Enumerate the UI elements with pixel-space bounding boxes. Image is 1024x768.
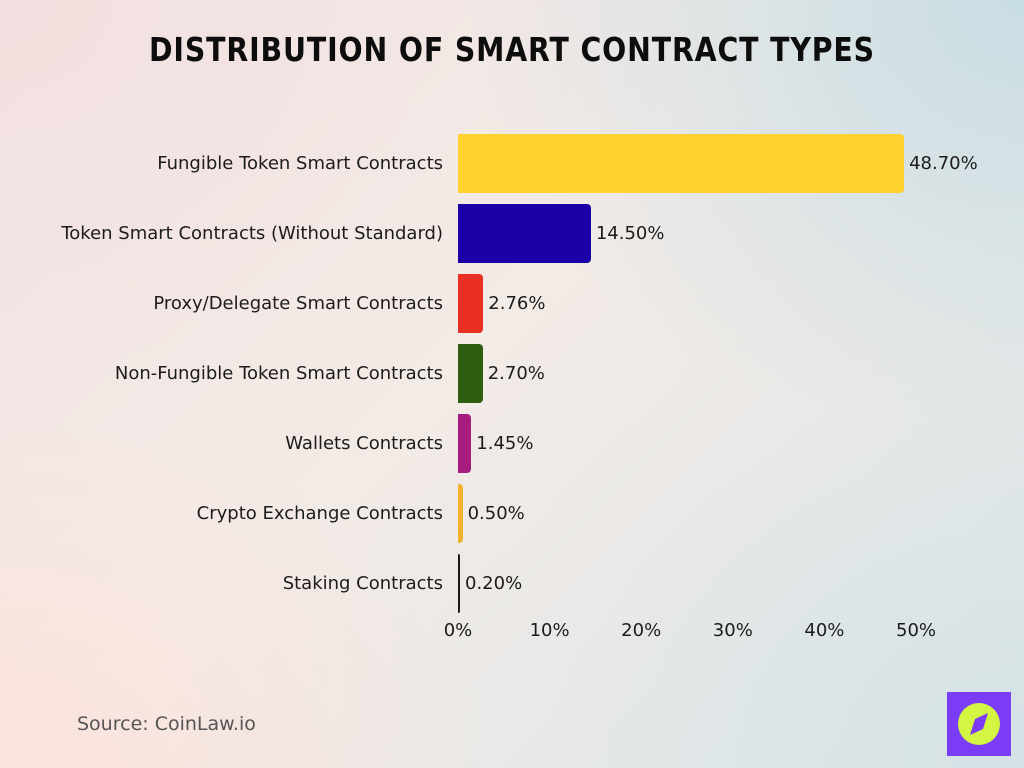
bar-row: Staking Contracts 0.20% <box>0 554 1024 613</box>
bar <box>458 484 463 543</box>
bar-row: Crypto Exchange Contracts 0.50% <box>0 484 1024 543</box>
category-label: Crypto Exchange Contracts <box>196 503 443 524</box>
bar <box>458 344 483 403</box>
value-label: 2.76% <box>488 293 546 314</box>
x-axis-tick: 0% <box>443 620 473 641</box>
bar <box>458 414 472 473</box>
category-label: Proxy/Delegate Smart Contracts <box>153 293 443 314</box>
bar-row: Proxy/Delegate Smart Contracts 2.76% <box>0 274 1024 333</box>
bar <box>458 204 591 263</box>
bar <box>458 554 460 613</box>
category-label: Wallets Contracts <box>285 433 443 454</box>
bar-row: Token Smart Contracts (Without Standard)… <box>0 204 1024 263</box>
source-caption: Source: CoinLaw.io <box>77 713 256 735</box>
value-label: 0.20% <box>465 573 523 594</box>
chart-title: Distribution of Smart Contract Types <box>148 30 875 69</box>
x-axis-tick: 40% <box>804 620 845 641</box>
value-label: 1.45% <box>476 433 534 454</box>
category-label: Fungible Token Smart Contracts <box>157 153 443 174</box>
bar <box>458 134 905 193</box>
category-label: Non-Fungible Token Smart Contracts <box>114 363 443 384</box>
x-axis-tick: 50% <box>895 620 937 641</box>
bar-row: Wallets Contracts 1.45% <box>0 414 1024 473</box>
bar <box>458 274 484 333</box>
bar-row: Non-Fungible Token Smart Contracts 2.70% <box>0 344 1024 403</box>
compass-icon <box>958 703 1000 745</box>
value-label: 2.70% <box>487 363 545 384</box>
x-axis-tick: 10% <box>529 620 570 641</box>
category-label: Staking Contracts <box>282 573 443 594</box>
x-axis-tick: 20% <box>621 620 662 641</box>
value-label: 14.50% <box>595 223 665 244</box>
bar-row: Fungible Token Smart Contracts 48.70% <box>0 134 1024 193</box>
brand-logo <box>947 692 1011 756</box>
value-label: 48.70% <box>909 153 978 174</box>
category-label: Token Smart Contracts (Without Standard) <box>61 223 443 244</box>
x-axis-tick: 30% <box>712 620 753 641</box>
value-label: 0.50% <box>467 503 525 524</box>
